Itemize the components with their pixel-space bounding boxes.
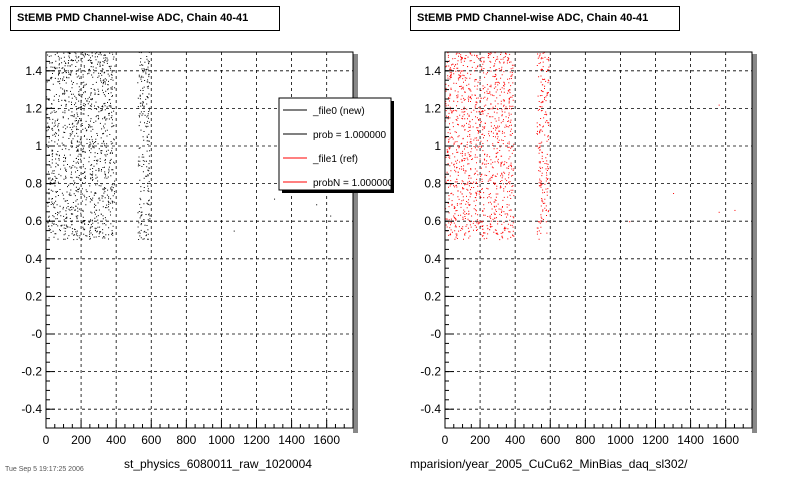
- frame-shadow-left: [353, 54, 358, 433]
- data-band-left: [137, 51, 151, 240]
- y-tick-label: 1.2: [424, 101, 441, 115]
- y-tick-label: 0.8: [25, 177, 42, 191]
- y-tick-label: -0.4: [21, 402, 42, 416]
- y-tick-label: 0.6: [25, 214, 42, 228]
- y-tick-label: -0.2: [420, 365, 441, 379]
- data-points: [536, 51, 550, 240]
- stray-point: [734, 209, 736, 211]
- legend-box: [278, 97, 392, 191]
- y-tick-label: 1.4: [25, 64, 42, 78]
- plot-area-right: [445, 52, 752, 428]
- x-tick-label: 1000: [607, 433, 634, 447]
- legend-label: _file1 (ref): [312, 154, 358, 165]
- x-tick-label: 0: [442, 433, 449, 447]
- y-tick-label: -0: [430, 327, 441, 341]
- y-tick-label: 0.4: [424, 252, 441, 266]
- footer-timestamp: Tue Sep 5 19:17:25 2006: [5, 466, 84, 473]
- x-tick-label: 400: [106, 433, 126, 447]
- y-tick-label: 0.6: [424, 214, 441, 228]
- chart-title-left: StEMB PMD Channel-wise ADC, Chain 40-41: [10, 6, 280, 31]
- y-tick-label: -0: [31, 327, 42, 341]
- y-tick-label: 0.2: [424, 289, 441, 303]
- x-tick-label: 1200: [243, 433, 270, 447]
- x-tick-label: 0: [43, 433, 50, 447]
- x-tick-label: 800: [176, 433, 196, 447]
- x-tick-label: 600: [141, 433, 161, 447]
- y-tick-label: 1: [35, 139, 42, 153]
- x-tick-label: 600: [540, 433, 560, 447]
- x-tick-label: 1600: [313, 433, 340, 447]
- data-band-right: [445, 52, 515, 241]
- x-tick-label: 200: [470, 433, 490, 447]
- x-axis-label-left: st_physics_6080011_raw_1020004: [124, 457, 312, 471]
- x-tick-label: 400: [505, 433, 525, 447]
- y-tick-label: 1: [434, 139, 441, 153]
- data-points: [445, 52, 515, 241]
- data-points: [46, 51, 116, 241]
- stray-point: [718, 104, 720, 106]
- stray-point: [629, 221, 631, 223]
- legend-label: prob = 1.000000: [313, 130, 387, 141]
- y-tick-label: 1.4: [424, 64, 441, 78]
- x-tick-label: 1200: [642, 433, 669, 447]
- stray-point: [274, 198, 276, 200]
- stray-point: [316, 204, 318, 206]
- stray-point: [718, 211, 720, 213]
- stray-point: [233, 230, 235, 232]
- stray-point: [330, 215, 332, 217]
- x-tick-label: 1000: [208, 433, 235, 447]
- data-band-right: [536, 51, 550, 240]
- chart-title-right: StEMB PMD Channel-wise ADC, Chain 40-41: [410, 6, 680, 31]
- y-tick-label: -0.2: [21, 365, 42, 379]
- legend-label: probN = 1.000000: [313, 178, 394, 189]
- x-tick-label: 800: [575, 433, 595, 447]
- y-tick-label: 0.4: [25, 252, 42, 266]
- y-tick-label: 0.2: [25, 289, 42, 303]
- x-tick-label: 1600: [712, 433, 739, 447]
- data-band-left: [46, 51, 116, 241]
- legend-label: _file0 (new): [312, 106, 365, 117]
- y-tick-label: 0.8: [424, 177, 441, 191]
- x-tick-label: 1400: [278, 433, 305, 447]
- data-points: [137, 51, 151, 240]
- y-tick-label: -0.4: [420, 402, 441, 416]
- stray-point: [673, 193, 675, 194]
- x-tick-label: 1400: [677, 433, 704, 447]
- x-tick-label: 200: [71, 433, 91, 447]
- y-tick-label: 1.2: [25, 101, 42, 115]
- frame-shadow-right: [752, 54, 757, 433]
- x-axis-label-right: mparision/year_2005_CuCu62_MinBias_daq_s…: [410, 457, 688, 471]
